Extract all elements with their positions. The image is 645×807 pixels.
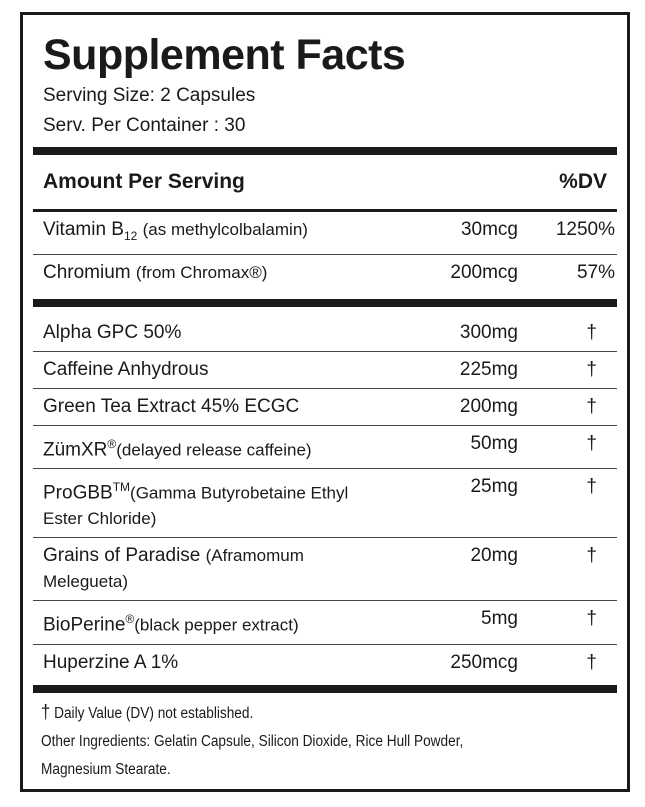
- servings-per-container: Serv. Per Container : 30: [43, 115, 246, 136]
- nutrient-row: ZümXR®(delayed release caffeine) 50mg †: [33, 426, 617, 470]
- amount: 300mg: [459, 321, 518, 343]
- footnote-text: Daily Value (DV) not established.: [54, 704, 254, 722]
- nutrient-row: Alpha GPC 50% 300mg †: [33, 315, 617, 352]
- footnote-symbol: †: [41, 701, 51, 723]
- amount: 200mg: [459, 395, 518, 417]
- superscript: ®: [125, 612, 135, 627]
- nutrient-row: Vitamin B12 (as methylcolbalamin) 30mcg 12…: [33, 212, 617, 255]
- name-detail: (Aframomum Melegueta): [43, 546, 304, 592]
- amount: 225mg: [459, 358, 518, 380]
- name-detail: (from Chromax®): [135, 262, 268, 282]
- name-text: Vitamin B: [43, 219, 124, 240]
- nutrient-row: ProGBBTM(Gamma Butyrobetaine Ethyl Ester…: [33, 469, 617, 539]
- daily-value: 57%: [576, 261, 615, 283]
- nutrient-row: Huperzine A 1% 250mcg †: [33, 645, 617, 681]
- nutrient-row: BioPerine®(black pepper extract) 5mg †: [33, 601, 617, 645]
- nutrient-row: Green Tea Extract 45% ECGC 200mg †: [33, 389, 617, 426]
- dv-header: %DV: [559, 170, 607, 193]
- daily-value: †: [586, 545, 597, 567]
- amount: 30mcg: [460, 219, 518, 240]
- name-text: Chromium: [43, 261, 131, 283]
- ingredient-rows: Alpha GPC 50% 300mg † Caffeine Anhydrous 225…: [33, 315, 617, 681]
- vitamin-rows: Vitamin B12 (as methylcolbalamin) 30mcg 12…: [33, 212, 617, 291]
- daily-value: †: [586, 476, 597, 498]
- nutrient-name: ProGBBTM(Gamma Butyrobetaine Ethyl Ester…: [43, 474, 368, 532]
- medium-rule: [33, 209, 617, 212]
- daily-value: †: [586, 395, 597, 417]
- nutrient-name: Green Tea Extract 45% ECGC: [43, 394, 368, 420]
- name-text: ProGBB: [43, 482, 113, 504]
- daily-value: 1250%: [555, 219, 615, 240]
- facts-panel: Supplement Facts Serving Size: 2 Capsule…: [20, 12, 630, 792]
- name-text: Caffeine Anhydrous: [43, 358, 209, 380]
- name-text: BioPerine: [43, 614, 126, 636]
- amount: 50mg: [470, 432, 518, 454]
- daily-value: †: [586, 651, 597, 673]
- name-detail: (black pepper extract): [134, 615, 299, 635]
- thick-rule: [33, 147, 617, 155]
- nutrient-name: Chromium (from Chromax®): [43, 260, 368, 286]
- name-text: Alpha GPC 50%: [43, 321, 182, 343]
- superscript: ®: [107, 436, 117, 451]
- amount: 5mg: [481, 608, 518, 630]
- superscript: TM: [112, 480, 131, 495]
- column-header: Amount Per Serving %DV: [33, 155, 617, 209]
- name-detail: (as methylcolbalamin): [142, 220, 308, 239]
- nutrient-name: Caffeine Anhydrous: [43, 357, 368, 383]
- daily-value: †: [586, 432, 597, 454]
- amount: 250mcg: [450, 651, 518, 673]
- name-detail: (delayed release caffeine): [116, 440, 312, 460]
- name-text: Grains of Paradise: [43, 545, 201, 567]
- nutrient-name: Alpha GPC 50%: [43, 320, 368, 346]
- nutrient-name: Vitamin B12 (as methylcolbalamin): [43, 217, 368, 249]
- nutrient-name: Grains of Paradise (Aframomum Melegueta): [43, 543, 368, 595]
- nutrient-row: Grains of Paradise (Aframomum Melegueta)…: [33, 538, 617, 602]
- other-ingredients: Other Ingredients: Gelatin Capsule, Sili…: [41, 732, 464, 778]
- nutrient-row: Caffeine Anhydrous 225mg †: [33, 352, 617, 389]
- footnote: † Daily Value (DV) not established.: [41, 699, 604, 728]
- nutrient-row: Chromium (from Chromax®) 200mcg 57%: [33, 255, 617, 291]
- nutrient-name: ZümXR®(delayed release caffeine): [43, 431, 368, 463]
- serving-size: Serving Size: 2 Capsules: [43, 85, 256, 106]
- name-detail: (Gamma Butyrobetaine Ethyl Ester Chlorid…: [43, 483, 349, 529]
- daily-value: †: [586, 608, 597, 630]
- amount: 20mg: [470, 545, 518, 567]
- name-text: ZümXR: [43, 439, 108, 461]
- amount-header: Amount Per Serving: [43, 170, 245, 193]
- nutrient-name: BioPerine®(black pepper extract): [43, 606, 368, 638]
- name-text: Green Tea Extract 45% ECGC: [43, 395, 300, 417]
- daily-value: †: [586, 321, 597, 343]
- title: Supplement Facts: [43, 31, 406, 79]
- subscript: 12: [123, 228, 138, 243]
- amount: 25mg: [470, 476, 518, 498]
- nutrient-name: Huperzine A 1%: [43, 650, 368, 676]
- thick-rule: [33, 298, 617, 307]
- thick-rule: [33, 684, 617, 693]
- name-text: Huperzine A 1%: [43, 651, 179, 673]
- amount: 200mcg: [450, 261, 518, 283]
- daily-value: †: [586, 358, 597, 380]
